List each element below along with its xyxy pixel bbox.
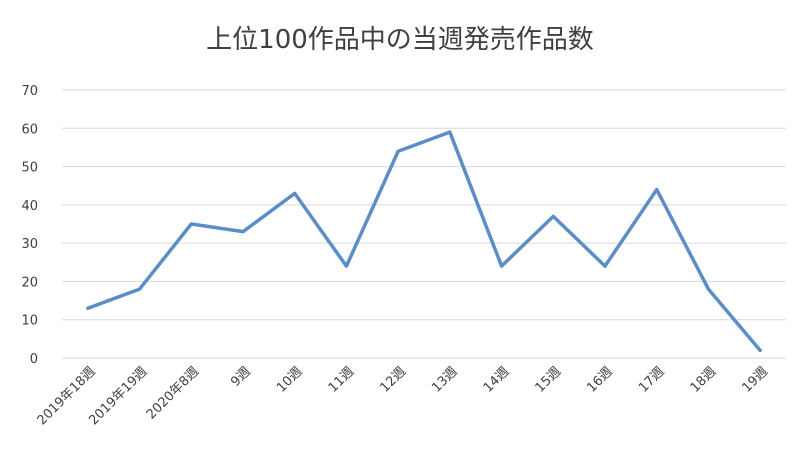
series-layer	[86, 130, 762, 353]
y-axis-ticks: 0 10 20 30 40 50 60 70	[21, 84, 38, 367]
data-point	[603, 264, 607, 268]
data-point	[86, 306, 90, 310]
data-point	[293, 191, 297, 195]
data-point	[138, 287, 142, 291]
data-point	[706, 287, 710, 291]
data-point	[189, 222, 193, 226]
x-tick-label: 19週	[739, 364, 770, 395]
data-point	[241, 230, 245, 234]
x-tick-label: 13週	[429, 364, 460, 395]
data-point	[758, 348, 762, 352]
data-point	[396, 149, 400, 153]
data-point	[448, 130, 452, 134]
x-tick-label: 15週	[533, 364, 564, 395]
data-point	[344, 264, 348, 268]
y-tick-label: 10	[21, 314, 38, 329]
x-tick-label: 9週	[228, 364, 254, 390]
x-tick-label: 17週	[636, 364, 667, 395]
gridlines	[62, 89, 786, 359]
series-line	[86, 130, 762, 353]
data-point	[655, 188, 659, 192]
x-tick-label: 16週	[584, 364, 615, 395]
y-tick-label: 60	[21, 122, 38, 137]
y-tick-label: 20	[21, 275, 38, 290]
y-tick-label: 70	[21, 84, 38, 99]
x-tick-label: 14週	[481, 364, 512, 395]
x-tick-label: 10週	[274, 364, 305, 395]
x-tick-label: 18週	[688, 364, 719, 395]
y-tick-label: 30	[21, 237, 38, 252]
x-tick-label: 11週	[326, 364, 357, 395]
x-tick-label: 2020年8週	[144, 364, 202, 422]
y-tick-label: 40	[21, 199, 38, 214]
y-tick-label: 0	[30, 352, 38, 367]
y-tick-label: 50	[21, 161, 38, 176]
data-point	[500, 264, 504, 268]
data-point	[551, 214, 555, 218]
chart-title: 上位100作品中の当週発売作品数	[206, 25, 594, 55]
x-tick-label: 12週	[377, 364, 408, 395]
